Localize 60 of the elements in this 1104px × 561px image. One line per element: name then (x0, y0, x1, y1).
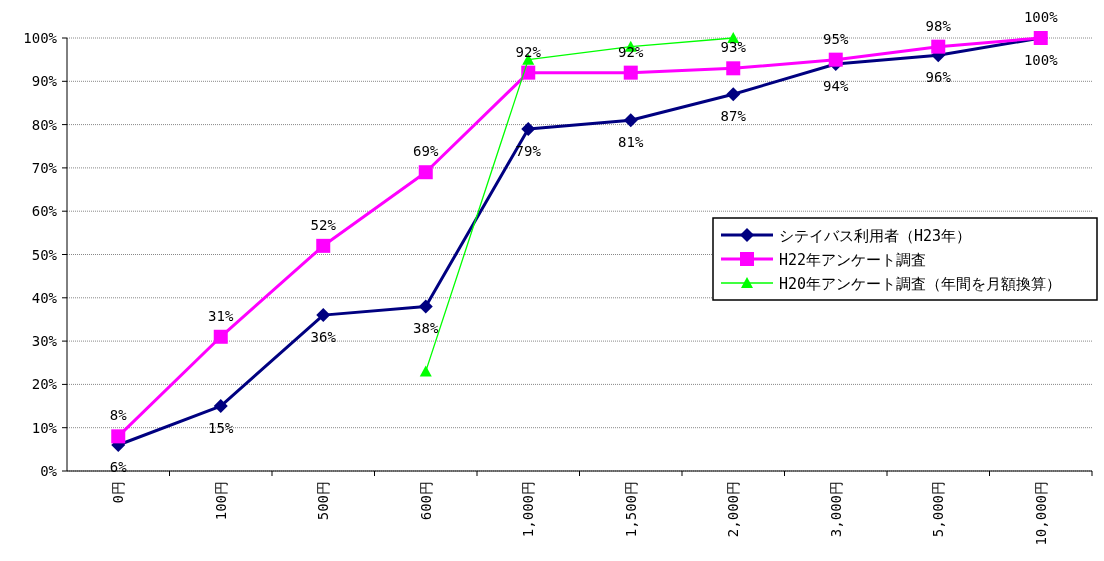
x-tick-label: 2,000円 (725, 481, 742, 538)
data-label: 100% (1023, 52, 1059, 68)
data-label: 95% (823, 30, 849, 47)
x-tick-label: 1,000円 (520, 481, 537, 538)
data-label: 98% (925, 17, 952, 34)
point (828, 52, 843, 67)
data-label: 92% (515, 43, 542, 60)
x-tick-label: 5,000円 (930, 481, 947, 538)
x-tick-label: 600円 (417, 481, 434, 521)
data-label: 87% (720, 108, 747, 125)
y-tick-label: 10% (31, 419, 58, 436)
point (623, 65, 638, 80)
data-label: 81% (618, 134, 644, 151)
data-label: 79% (515, 142, 542, 159)
point (213, 329, 228, 344)
point (726, 61, 741, 76)
x-tick-label: 500円 (315, 481, 332, 521)
data-label: 38% (413, 320, 439, 337)
data-label: 6% (109, 459, 128, 476)
point (316, 308, 331, 323)
point (316, 238, 331, 253)
data-label: 100% (1023, 9, 1059, 25)
x-tick-label: 3,000円 (827, 481, 844, 538)
point (623, 113, 638, 128)
point (418, 165, 433, 180)
data-label: 8% (109, 407, 128, 424)
data-label: 92% (618, 43, 644, 60)
data-label: 94% (823, 77, 849, 94)
data-label: 69% (413, 143, 439, 160)
y-tick-label: 0% (40, 463, 58, 479)
data-label: 15% (208, 420, 234, 437)
point (213, 399, 228, 414)
y-tick-label: 80% (31, 116, 58, 133)
y-tick-label: 30% (31, 333, 58, 350)
x-tick-label: 0円 (110, 481, 127, 504)
data-label: 31% (208, 307, 234, 324)
point (419, 365, 432, 377)
y-tick-label: 90% (31, 73, 58, 90)
y-tick-label: 60% (31, 203, 58, 220)
data-label: 52% (310, 216, 337, 233)
data-label: 96% (925, 69, 952, 86)
legend-label: シテイバス利用者（H23年） (779, 227, 972, 245)
y-tick-label: 40% (31, 289, 58, 306)
x-tick-label: 1,500円 (622, 481, 639, 538)
y-tick-label: 50% (31, 246, 58, 263)
x-tick-label: 100円 (212, 481, 229, 521)
y-tick-label: 70% (31, 159, 58, 176)
y-tick-label: 100% (23, 30, 58, 46)
point (111, 429, 126, 444)
point (726, 87, 741, 102)
data-label: 93% (720, 39, 747, 56)
legend-label: H20年アンケート調査（年間を月額換算） (779, 275, 1062, 293)
point (521, 65, 536, 80)
x-tick-label: 10,000円 (1032, 481, 1049, 546)
point (418, 299, 433, 314)
y-tick-label: 20% (31, 376, 58, 393)
legend-label: H22年アンケート調査 (779, 251, 927, 269)
point (521, 121, 536, 136)
data-label: 36% (310, 329, 337, 346)
point (931, 39, 946, 54)
